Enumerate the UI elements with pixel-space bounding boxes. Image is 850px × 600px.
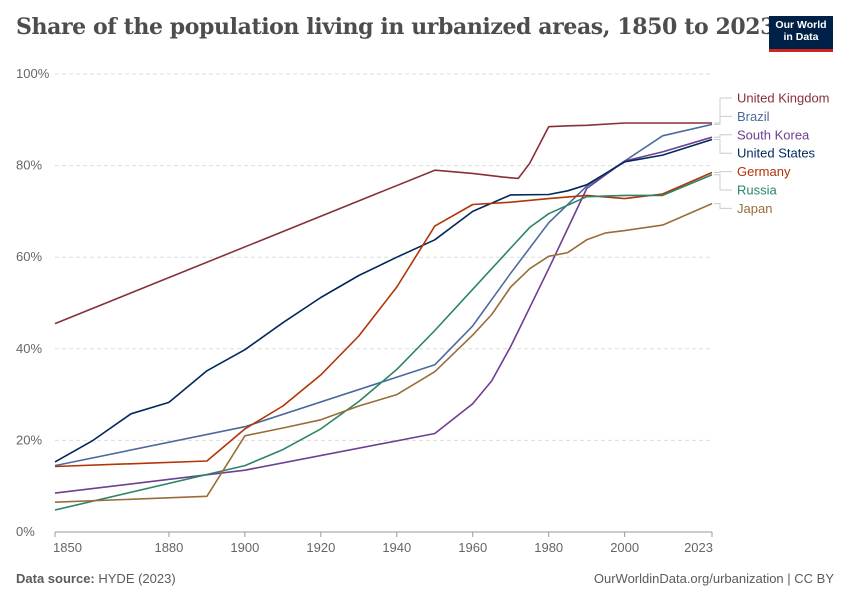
x-tick-label: 1940 [382, 540, 411, 555]
series-line-united-kingdom [54, 122, 712, 325]
legend-label-russia: Russia [737, 183, 778, 198]
legend-connector [714, 115, 732, 125]
source-label: Data source: [16, 571, 95, 586]
series-line-brazil [54, 123, 713, 467]
legend-connector [714, 171, 732, 173]
x-tick-label: 1880 [154, 540, 183, 555]
series-line-russia [54, 174, 713, 511]
owid-logo[interactable]: Our World in Data [769, 16, 833, 52]
legend-connector [714, 139, 732, 154]
data-source: Data source: HYDE (2023) [16, 571, 176, 586]
x-tick-label: 2023 [684, 540, 713, 555]
chart-title: Share of the population living in urbani… [16, 14, 776, 40]
logo-line-1: Our World [775, 19, 827, 31]
source-value: HYDE (2023) [98, 571, 176, 586]
legend-label-brazil: Brazil [737, 109, 770, 124]
series-line-japan [54, 202, 713, 503]
legend-label-germany: Germany [737, 164, 791, 179]
legend-connector [714, 97, 732, 124]
legend-connector [714, 203, 732, 209]
series-line-south-korea [54, 136, 713, 494]
x-tick-label: 1960 [458, 540, 487, 555]
legend-label-japan: Japan [737, 201, 772, 216]
footer-url[interactable]: OurWorldinData.org/urbanization | CC BY [593, 571, 834, 586]
legend-label-united-states: United States [737, 146, 816, 161]
legend-label-south-korea: South Korea [737, 127, 810, 142]
x-tick-label: 1920 [306, 540, 335, 555]
legend-connector [714, 174, 732, 191]
x-tick-label: 1900 [230, 540, 259, 555]
legend-connector [714, 134, 732, 138]
y-tick-label: 100% [16, 66, 50, 81]
y-tick-label: 80% [16, 158, 42, 173]
series-line-germany [54, 171, 713, 468]
legend-label-united-kingdom: United Kingdom [737, 91, 830, 106]
x-tick-label: 1980 [534, 540, 563, 555]
y-tick-label: 40% [16, 341, 42, 356]
logo-line-2: in Data [783, 31, 819, 43]
y-tick-label: 0% [16, 524, 35, 539]
y-tick-label: 60% [16, 249, 42, 264]
y-tick-label: 20% [16, 432, 42, 447]
series-line-united-states [54, 138, 713, 463]
x-tick-label: 2000 [610, 540, 639, 555]
x-tick-label: 1850 [53, 540, 82, 555]
